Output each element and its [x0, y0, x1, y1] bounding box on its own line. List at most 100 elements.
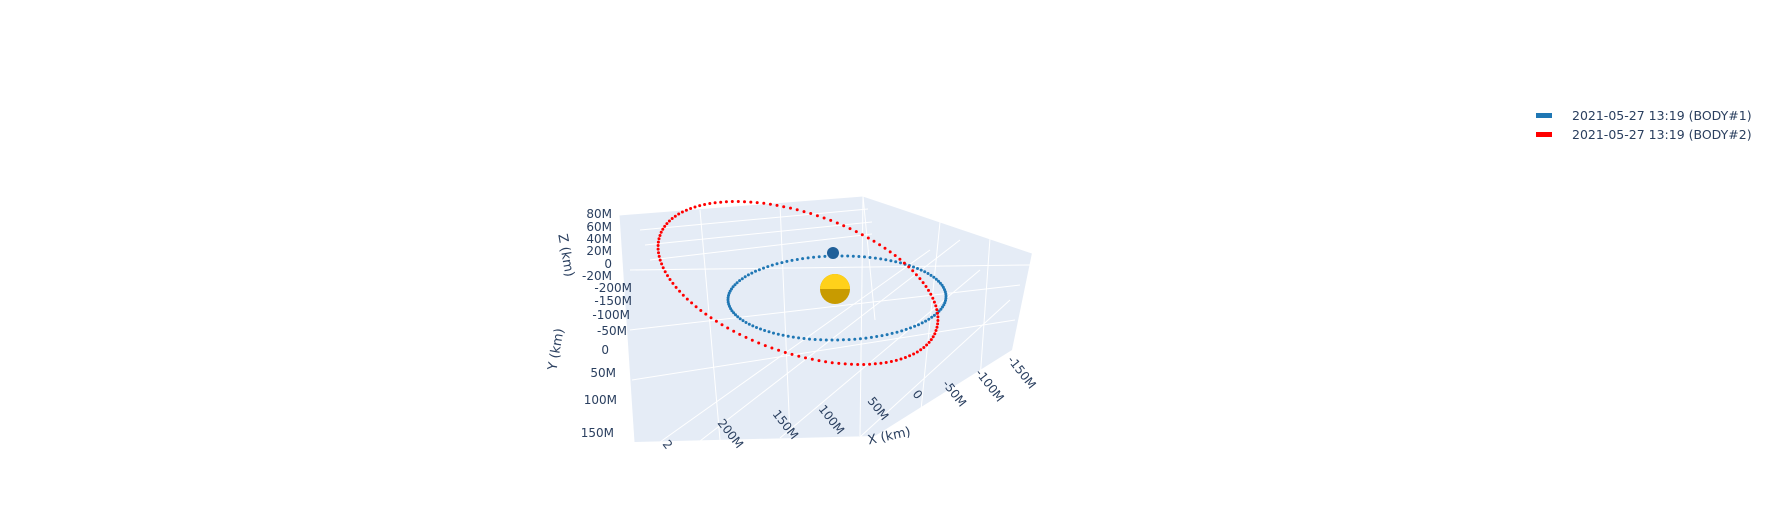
body2-orbit-point: [660, 262, 664, 266]
y-tick-label: 0: [601, 343, 609, 357]
body2-orbit-point: [922, 346, 926, 349]
body2-orbit-point: [889, 360, 893, 363]
legend-item-body2[interactable]: 2021-05-27 13:19 (BODY#2): [1536, 125, 1752, 144]
body2-orbit-point: [783, 351, 787, 354]
body1-orbit-point: [930, 315, 934, 319]
body1-orbit-point: [791, 335, 795, 339]
body2-orbit-point: [927, 340, 931, 344]
body2-orbit-point: [927, 288, 930, 292]
body1-orbit-point: [875, 335, 879, 338]
body2-orbit-point: [698, 204, 702, 208]
body2-orbit-point: [663, 224, 667, 228]
body2-orbit-point: [685, 297, 689, 301]
body1-orbit-point: [790, 258, 794, 262]
body2-orbit-point: [899, 357, 903, 361]
sun-sphere[interactable]: [820, 274, 850, 304]
body1-orbit-point: [909, 326, 912, 330]
grid-line: [919, 221, 941, 421]
body1-orbit-point: [785, 259, 789, 263]
body2-orbit-point: [738, 332, 742, 336]
body2-orbit-point: [921, 281, 925, 285]
body1-orbit-point: [913, 324, 917, 328]
body1-orbit-point: [884, 258, 888, 262]
body1-orbit-point: [847, 338, 851, 342]
z-tick-label: 60M: [586, 220, 612, 234]
body2-orbit-point: [856, 363, 860, 366]
grid-line: [862, 195, 1033, 254]
body2-orbit-point: [918, 277, 922, 281]
body2-orbit-point: [824, 360, 828, 364]
body2-orbit-point: [730, 200, 734, 203]
body2-orbit-point: [777, 348, 781, 352]
body2-orbit-point: [883, 246, 887, 250]
body2-orbit-point: [694, 305, 698, 309]
z-tick-label: 0: [604, 257, 612, 271]
body2-orbit-point: [724, 200, 728, 204]
grid-line: [644, 221, 873, 246]
body2-orbit-point: [671, 281, 675, 285]
body1-orbit-point: [808, 337, 811, 341]
body2-orbit[interactable]: [656, 200, 940, 366]
body1-orbit-point: [917, 323, 920, 327]
body2-orbit-point: [866, 236, 870, 240]
legend-item-body1[interactable]: 2021-05-27 13:19 (BODY#1): [1536, 106, 1752, 125]
body1-orbit-point: [824, 338, 828, 342]
body2-orbit-point: [658, 258, 662, 262]
body2-orbit-point: [666, 274, 669, 278]
body1-orbit-point: [772, 331, 775, 335]
body1-orbit-point: [757, 268, 761, 272]
body1-orbit-point: [755, 326, 758, 329]
body2-orbit-point: [744, 335, 748, 339]
body2-orbit-point: [919, 348, 923, 352]
y-tick-label: -100M: [592, 308, 630, 322]
body1-orbit-point: [880, 334, 884, 338]
body2-orbit-point: [719, 200, 723, 204]
body2-orbit-point: [911, 269, 915, 273]
x-tick-label: -150M: [1005, 353, 1039, 391]
body2-orbit-point: [898, 257, 902, 261]
body2-orbit-point: [848, 227, 852, 231]
body2-orbit-point: [884, 361, 888, 364]
body1-orbit-point: [795, 258, 799, 261]
body2-orbit-point: [862, 363, 866, 366]
body2-orbit-point: [663, 270, 667, 274]
body1-orbit-point: [939, 307, 943, 311]
body2-orbit-point: [932, 300, 936, 304]
body1-orbit-point: [912, 265, 915, 269]
grid-line: [659, 249, 931, 443]
body1-orbit-point: [904, 327, 908, 331]
body2-orbit-point: [750, 338, 754, 342]
legend-label-body1: 2021-05-27 13:19 (BODY#1): [1572, 108, 1752, 123]
body1-orbit-point: [770, 263, 774, 267]
body2-orbit-point: [690, 301, 694, 305]
body2-orbit-point: [681, 293, 685, 297]
body2-orbit-point: [912, 352, 916, 356]
body2-orbit-point: [757, 341, 761, 345]
body2-orbit-point: [915, 350, 919, 354]
body1-orbit[interactable]: [726, 254, 948, 342]
body1-orbit-point: [740, 277, 744, 281]
legend-label-body2: 2021-05-27 13:19 (BODY#2): [1572, 127, 1752, 142]
body1-orbit-point: [732, 311, 736, 315]
z-tick-label: -20M: [582, 269, 612, 283]
body2-orbit-point: [726, 326, 730, 330]
body2-orbit-point: [797, 354, 801, 358]
body2-orbit-point: [837, 361, 841, 365]
y-tick-label: -50M: [597, 324, 627, 338]
body1-orbit-point: [941, 305, 944, 309]
grid-line: [649, 233, 873, 261]
body1-orbit-point: [776, 332, 780, 336]
body1-marker[interactable]: [827, 247, 839, 259]
body1-orbit-point: [926, 272, 930, 275]
body1-orbit-point: [932, 313, 936, 317]
body1-orbit-point: [730, 287, 733, 291]
body2-orbit-point: [770, 346, 774, 350]
body2-orbit-point: [677, 212, 681, 216]
body2-orbit-point: [703, 203, 707, 206]
grid-line: [618, 195, 864, 216]
body2-orbit-point: [936, 315, 940, 319]
body2-orbit-point: [829, 218, 833, 222]
body2-orbit-point: [656, 247, 660, 251]
body2-orbit-point: [775, 203, 779, 207]
